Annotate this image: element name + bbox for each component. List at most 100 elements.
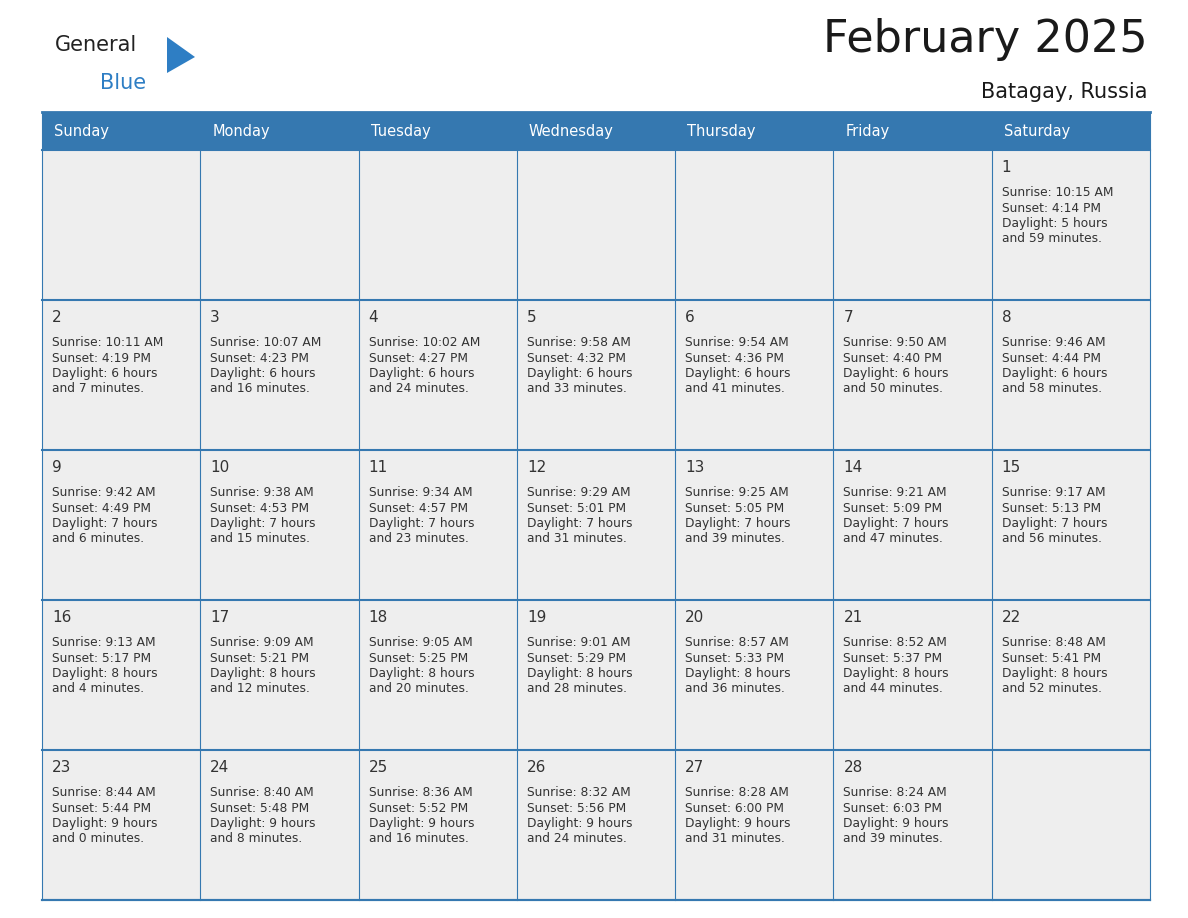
Bar bbox=[201, 300, 359, 450]
Text: 2: 2 bbox=[52, 310, 62, 325]
Text: 4: 4 bbox=[368, 310, 378, 325]
Bar bbox=[359, 150, 517, 300]
Text: Daylight: 8 hours: Daylight: 8 hours bbox=[843, 667, 949, 680]
Text: Sunset: 6:03 PM: Sunset: 6:03 PM bbox=[843, 801, 942, 814]
Text: 16: 16 bbox=[52, 610, 71, 625]
Bar bbox=[992, 112, 1150, 150]
Text: 12: 12 bbox=[526, 460, 546, 475]
Text: February 2025: February 2025 bbox=[823, 18, 1148, 61]
Text: 22: 22 bbox=[1001, 610, 1020, 625]
Text: Sunrise: 9:01 AM: Sunrise: 9:01 AM bbox=[526, 636, 631, 649]
Text: Sunrise: 8:57 AM: Sunrise: 8:57 AM bbox=[685, 636, 789, 649]
Text: 19: 19 bbox=[526, 610, 546, 625]
Text: Daylight: 8 hours: Daylight: 8 hours bbox=[1001, 667, 1107, 680]
Text: and 31 minutes.: and 31 minutes. bbox=[526, 532, 627, 545]
Text: 3: 3 bbox=[210, 310, 220, 325]
Text: Sunrise: 9:05 AM: Sunrise: 9:05 AM bbox=[368, 636, 473, 649]
Text: Daylight: 9 hours: Daylight: 9 hours bbox=[52, 817, 158, 830]
Text: and 36 minutes.: and 36 minutes. bbox=[685, 682, 785, 696]
Bar bbox=[834, 450, 992, 600]
Bar bbox=[834, 112, 992, 150]
Text: Sunset: 4:49 PM: Sunset: 4:49 PM bbox=[52, 501, 151, 514]
Text: and 39 minutes.: and 39 minutes. bbox=[685, 532, 785, 545]
Text: Blue: Blue bbox=[100, 73, 146, 93]
Text: and 4 minutes.: and 4 minutes. bbox=[52, 682, 144, 696]
Bar bbox=[834, 600, 992, 750]
Text: and 23 minutes.: and 23 minutes. bbox=[368, 532, 468, 545]
Bar bbox=[42, 300, 201, 450]
Bar bbox=[42, 600, 201, 750]
Text: 6: 6 bbox=[685, 310, 695, 325]
Text: Sunrise: 9:09 AM: Sunrise: 9:09 AM bbox=[210, 636, 314, 649]
Text: Sunrise: 9:21 AM: Sunrise: 9:21 AM bbox=[843, 486, 947, 499]
Text: Sunset: 5:48 PM: Sunset: 5:48 PM bbox=[210, 801, 310, 814]
Text: and 16 minutes.: and 16 minutes. bbox=[368, 833, 468, 845]
Text: Tuesday: Tuesday bbox=[371, 124, 430, 139]
Bar bbox=[201, 600, 359, 750]
Text: Sunrise: 9:17 AM: Sunrise: 9:17 AM bbox=[1001, 486, 1105, 499]
Bar bbox=[42, 450, 201, 600]
Text: Sunrise: 9:50 AM: Sunrise: 9:50 AM bbox=[843, 336, 947, 349]
Text: Sunrise: 9:38 AM: Sunrise: 9:38 AM bbox=[210, 486, 314, 499]
Text: Sunrise: 10:15 AM: Sunrise: 10:15 AM bbox=[1001, 186, 1113, 199]
Bar bbox=[517, 112, 675, 150]
Text: and 0 minutes.: and 0 minutes. bbox=[52, 833, 144, 845]
Text: Batagay, Russia: Batagay, Russia bbox=[981, 82, 1148, 102]
Text: Sunrise: 8:36 AM: Sunrise: 8:36 AM bbox=[368, 786, 473, 799]
Text: and 20 minutes.: and 20 minutes. bbox=[368, 682, 468, 696]
Text: 27: 27 bbox=[685, 760, 704, 775]
Text: and 50 minutes.: and 50 minutes. bbox=[843, 383, 943, 396]
Text: 21: 21 bbox=[843, 610, 862, 625]
Text: Sunrise: 10:07 AM: Sunrise: 10:07 AM bbox=[210, 336, 322, 349]
Text: Sunrise: 9:58 AM: Sunrise: 9:58 AM bbox=[526, 336, 631, 349]
Text: Sunrise: 9:29 AM: Sunrise: 9:29 AM bbox=[526, 486, 631, 499]
Text: and 31 minutes.: and 31 minutes. bbox=[685, 833, 785, 845]
Text: 24: 24 bbox=[210, 760, 229, 775]
Text: Daylight: 7 hours: Daylight: 7 hours bbox=[52, 517, 158, 530]
Text: and 39 minutes.: and 39 minutes. bbox=[843, 833, 943, 845]
Bar bbox=[517, 600, 675, 750]
Text: and 41 minutes.: and 41 minutes. bbox=[685, 383, 785, 396]
Text: 18: 18 bbox=[368, 610, 387, 625]
Text: and 12 minutes.: and 12 minutes. bbox=[210, 682, 310, 696]
Text: Sunset: 5:21 PM: Sunset: 5:21 PM bbox=[210, 652, 309, 665]
Text: Daylight: 9 hours: Daylight: 9 hours bbox=[368, 817, 474, 830]
Text: Sunrise: 8:24 AM: Sunrise: 8:24 AM bbox=[843, 786, 947, 799]
Bar bbox=[675, 450, 834, 600]
Text: 9: 9 bbox=[52, 460, 62, 475]
Text: Sunset: 4:27 PM: Sunset: 4:27 PM bbox=[368, 352, 468, 364]
Bar bbox=[992, 600, 1150, 750]
Text: Sunset: 5:01 PM: Sunset: 5:01 PM bbox=[526, 501, 626, 514]
Text: Friday: Friday bbox=[846, 124, 890, 139]
Text: Saturday: Saturday bbox=[1004, 124, 1070, 139]
Text: Daylight: 6 hours: Daylight: 6 hours bbox=[368, 367, 474, 380]
Text: Sunrise: 8:48 AM: Sunrise: 8:48 AM bbox=[1001, 636, 1106, 649]
Text: and 15 minutes.: and 15 minutes. bbox=[210, 532, 310, 545]
Bar bbox=[42, 112, 201, 150]
Text: Sunrise: 9:54 AM: Sunrise: 9:54 AM bbox=[685, 336, 789, 349]
Text: 26: 26 bbox=[526, 760, 546, 775]
Text: 13: 13 bbox=[685, 460, 704, 475]
Text: Sunset: 5:41 PM: Sunset: 5:41 PM bbox=[1001, 652, 1101, 665]
Bar bbox=[201, 112, 359, 150]
Text: Sunset: 5:09 PM: Sunset: 5:09 PM bbox=[843, 501, 942, 514]
Text: Monday: Monday bbox=[213, 124, 270, 139]
Bar bbox=[992, 150, 1150, 300]
Text: 8: 8 bbox=[1001, 310, 1011, 325]
Text: Sunset: 5:33 PM: Sunset: 5:33 PM bbox=[685, 652, 784, 665]
Text: 11: 11 bbox=[368, 460, 387, 475]
Bar bbox=[42, 150, 201, 300]
Text: Wednesday: Wednesday bbox=[529, 124, 614, 139]
Bar bbox=[201, 450, 359, 600]
Text: 10: 10 bbox=[210, 460, 229, 475]
Text: Sunrise: 10:11 AM: Sunrise: 10:11 AM bbox=[52, 336, 164, 349]
Text: Sunset: 5:52 PM: Sunset: 5:52 PM bbox=[368, 801, 468, 814]
Text: Daylight: 6 hours: Daylight: 6 hours bbox=[526, 367, 632, 380]
Text: Daylight: 8 hours: Daylight: 8 hours bbox=[526, 667, 632, 680]
Text: Sunset: 5:25 PM: Sunset: 5:25 PM bbox=[368, 652, 468, 665]
Bar bbox=[201, 150, 359, 300]
Text: 1: 1 bbox=[1001, 160, 1011, 175]
Text: Sunrise: 9:13 AM: Sunrise: 9:13 AM bbox=[52, 636, 156, 649]
Text: Sunset: 6:00 PM: Sunset: 6:00 PM bbox=[685, 801, 784, 814]
Text: General: General bbox=[55, 35, 138, 55]
